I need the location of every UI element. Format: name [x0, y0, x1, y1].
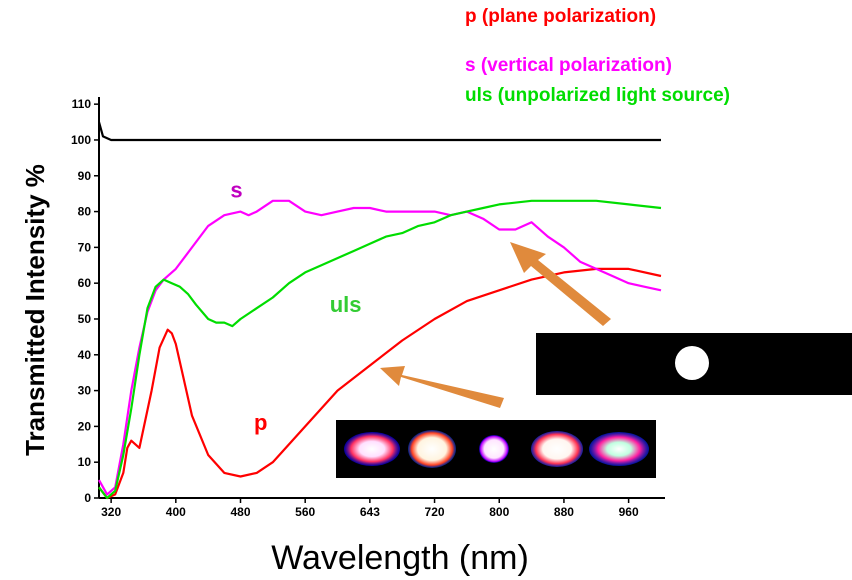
y-ticks: 0 10 20 30 40 50 60 70 80 90 100 110	[71, 97, 99, 505]
y-tick-label: 0	[84, 491, 91, 505]
annotation-uls: uls	[330, 292, 362, 317]
legend-entry-s: s (vertical polarization)	[465, 55, 672, 76]
spot-1	[344, 432, 400, 466]
y-tick-label: 70	[78, 240, 92, 254]
legend: p (plane polarization) s (vertical polar…	[465, 6, 730, 106]
x-tick-label: 960	[619, 505, 639, 519]
x-tick-label: 480	[230, 505, 250, 519]
y-tick-label: 30	[78, 384, 92, 398]
single-spot	[675, 346, 709, 380]
y-tick-label: 10	[78, 455, 92, 469]
annotation-p: p	[254, 410, 267, 435]
x-tick-label: 320	[101, 505, 121, 519]
spot-2	[408, 430, 456, 468]
y-tick-label: 60	[78, 276, 92, 290]
annotation-s: s	[230, 177, 242, 202]
spot-5	[589, 432, 649, 466]
legend-entry-p: p (plane polarization)	[465, 6, 656, 27]
x-ticks: 320 400 480 560 643 720 800 880 960	[101, 498, 639, 519]
series-group	[97, 121, 662, 500]
y-tick-label: 90	[78, 169, 92, 183]
spot-4	[531, 431, 583, 467]
spot-3	[479, 435, 509, 463]
arrow-to-p-curve	[380, 366, 504, 408]
legend-entry-uls: uls (unpolarized light source)	[465, 85, 730, 106]
y-tick-label: 110	[72, 97, 92, 111]
x-tick-label: 643	[360, 505, 380, 519]
arrow-to-s-curve	[510, 242, 611, 326]
y-tick-label: 50	[78, 312, 92, 326]
y-tick-label: 80	[78, 205, 92, 219]
y-tick-label: 20	[78, 419, 92, 433]
x-axis-title: Wavelength (nm)	[271, 539, 529, 577]
inset-single-spot-image	[536, 333, 852, 395]
axes	[98, 97, 665, 499]
series-line-reference	[97, 121, 661, 142]
x-tick-label: 400	[166, 505, 186, 519]
x-tick-label: 880	[554, 505, 574, 519]
x-tick-label: 560	[295, 505, 315, 519]
y-axis-title: Transmitted Intensity %	[20, 164, 50, 456]
series-line-p	[98, 267, 662, 500]
series-line-s	[98, 199, 662, 496]
x-tick-label: 720	[425, 505, 445, 519]
x-tick-label: 800	[489, 505, 509, 519]
series-line-uls	[98, 199, 662, 500]
inset-spots-image	[336, 420, 656, 478]
y-tick-label: 100	[71, 133, 91, 147]
arrows	[380, 242, 611, 408]
annotations: s uls p	[230, 177, 361, 435]
y-tick-label: 40	[78, 348, 92, 362]
